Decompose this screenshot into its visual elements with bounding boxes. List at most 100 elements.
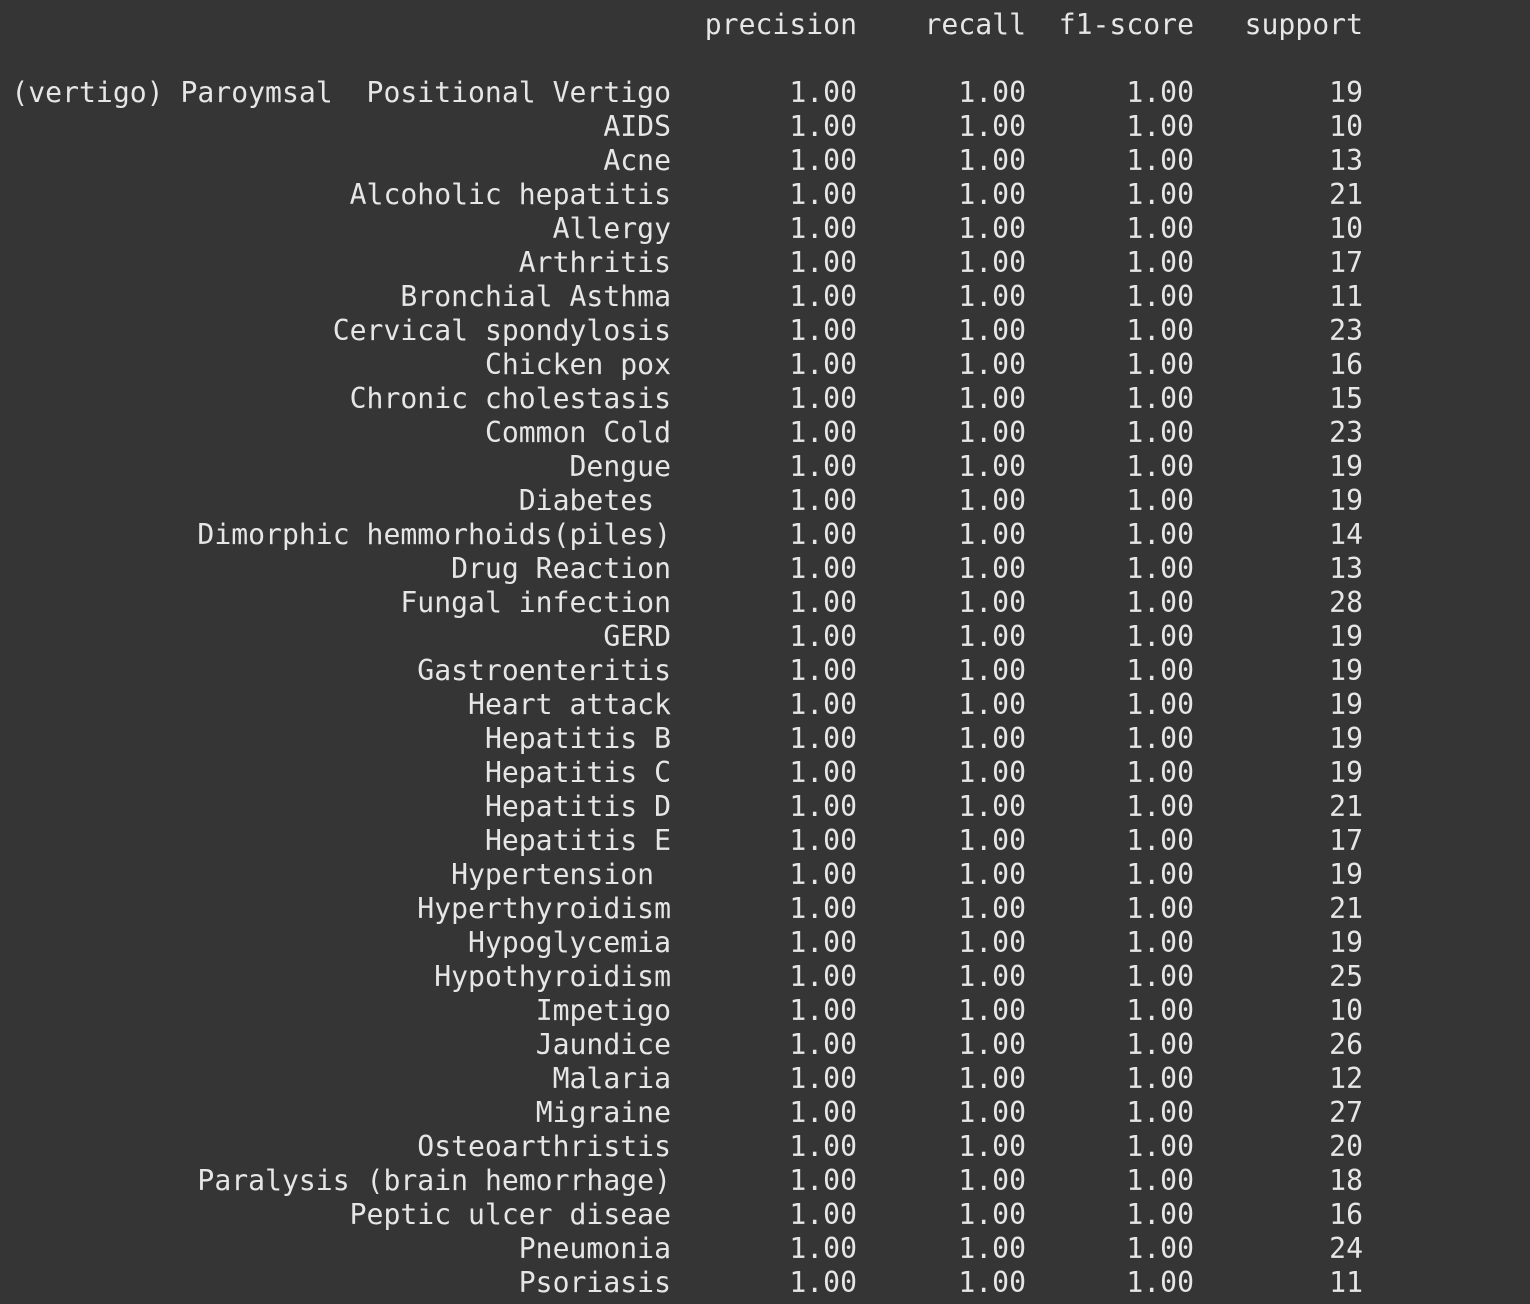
recall-value: 1.00 bbox=[958, 212, 1026, 245]
recall-value: 1.00 bbox=[958, 858, 1026, 891]
f1-score-value: 1.00 bbox=[1126, 178, 1194, 211]
support-value: 19 bbox=[1329, 654, 1363, 687]
recall-value: 1.00 bbox=[958, 722, 1026, 755]
table-row: Paralysis (brain hemorrhage) 1.00 1.00 1.00… bbox=[0, 1164, 1530, 1198]
table-row: Osteoarthristis 1.00 1.00 1.00 20 bbox=[0, 1130, 1530, 1164]
row-label: Migraine bbox=[535, 1096, 671, 1129]
recall-value: 1.00 bbox=[958, 314, 1026, 347]
row-label: Allergy bbox=[552, 212, 671, 245]
recall-value: 1.00 bbox=[958, 552, 1026, 585]
support-value: 19 bbox=[1329, 688, 1363, 721]
f1-score-value: 1.00 bbox=[1126, 722, 1194, 755]
precision-value: 1.00 bbox=[789, 110, 857, 143]
f1-score-value: 1.00 bbox=[1126, 960, 1194, 993]
f1-score-value: 1.00 bbox=[1126, 382, 1194, 415]
f1-score-value: 1.00 bbox=[1126, 1232, 1194, 1265]
table-row: Peptic ulcer diseae 1.00 1.00 1.00 16 bbox=[0, 1198, 1530, 1232]
table-row: Impetigo 1.00 1.00 1.00 10 bbox=[0, 994, 1530, 1028]
row-label: Hypertension bbox=[451, 858, 671, 891]
support-value: 17 bbox=[1329, 246, 1363, 279]
f1-score-value: 1.00 bbox=[1126, 552, 1194, 585]
row-label: Chicken pox bbox=[484, 348, 671, 381]
recall-value: 1.00 bbox=[958, 994, 1026, 1027]
recall-value: 1.00 bbox=[958, 926, 1026, 959]
recall-value: 1.00 bbox=[958, 450, 1026, 483]
recall-value: 1.00 bbox=[958, 348, 1026, 381]
precision-value: 1.00 bbox=[789, 144, 857, 177]
row-label: Paralysis (brain hemorrhage) bbox=[197, 1164, 671, 1197]
f1-score-value: 1.00 bbox=[1126, 416, 1194, 449]
table-row: Migraine 1.00 1.00 1.00 27 bbox=[0, 1096, 1530, 1130]
recall-value: 1.00 bbox=[958, 654, 1026, 687]
row-label: Jaundice bbox=[535, 1028, 671, 1061]
f1-score-value: 1.00 bbox=[1126, 144, 1194, 177]
row-label: Dengue bbox=[569, 450, 671, 483]
row-label: Dimorphic hemmorhoids(piles) bbox=[197, 518, 671, 551]
table-row: Psoriasis 1.00 1.00 1.00 11 bbox=[0, 1266, 1530, 1300]
f1-score-value: 1.00 bbox=[1126, 314, 1194, 347]
f1-score-value: 1.00 bbox=[1126, 790, 1194, 823]
f1-score-value: 1.00 bbox=[1126, 280, 1194, 313]
row-label: Hypothyroidism bbox=[434, 960, 671, 993]
support-value: 23 bbox=[1329, 314, 1363, 347]
table-row: Gastroenteritis 1.00 1.00 1.00 19 bbox=[0, 654, 1530, 688]
f1-score-value: 1.00 bbox=[1126, 1062, 1194, 1095]
row-label: Alcoholic hepatitis bbox=[349, 178, 671, 211]
f1-score-value: 1.00 bbox=[1126, 994, 1194, 1027]
precision-value: 1.00 bbox=[789, 1266, 857, 1299]
f1-score-value: 1.00 bbox=[1126, 212, 1194, 245]
row-label: Diabetes bbox=[518, 484, 671, 517]
table-row: Hepatitis C 1.00 1.00 1.00 19 bbox=[0, 756, 1530, 790]
precision-value: 1.00 bbox=[789, 824, 857, 857]
recall-value: 1.00 bbox=[958, 518, 1026, 551]
support-value: 19 bbox=[1329, 450, 1363, 483]
table-row: Common Cold 1.00 1.00 1.00 23 bbox=[0, 416, 1530, 450]
table-row: Malaria 1.00 1.00 1.00 12 bbox=[0, 1062, 1530, 1096]
recall-value: 1.00 bbox=[958, 790, 1026, 823]
precision-value: 1.00 bbox=[789, 1232, 857, 1265]
support-value: 10 bbox=[1329, 994, 1363, 1027]
support-value: 10 bbox=[1329, 212, 1363, 245]
precision-value: 1.00 bbox=[789, 620, 857, 653]
recall-value: 1.00 bbox=[958, 416, 1026, 449]
precision-value: 1.00 bbox=[789, 280, 857, 313]
table-row: Arthritis 1.00 1.00 1.00 17 bbox=[0, 246, 1530, 280]
precision-value: 1.00 bbox=[789, 790, 857, 823]
support-value: 23 bbox=[1329, 416, 1363, 449]
table-row: Hepatitis E 1.00 1.00 1.00 17 bbox=[0, 824, 1530, 858]
recall-value: 1.00 bbox=[958, 280, 1026, 313]
row-label: Chronic cholestasis bbox=[349, 382, 671, 415]
support-value: 21 bbox=[1329, 178, 1363, 211]
row-label: Common Cold bbox=[484, 416, 671, 449]
support-value: 19 bbox=[1329, 858, 1363, 891]
f1-score-value: 1.00 bbox=[1126, 1266, 1194, 1299]
table-row: Fungal infection 1.00 1.00 1.00 28 bbox=[0, 586, 1530, 620]
recall-value: 1.00 bbox=[958, 892, 1026, 925]
row-label: Hyperthyroidism bbox=[417, 892, 671, 925]
support-value: 13 bbox=[1329, 144, 1363, 177]
table-row: Dengue 1.00 1.00 1.00 19 bbox=[0, 450, 1530, 484]
row-label: Hepatitis C bbox=[484, 756, 671, 789]
recall-value: 1.00 bbox=[958, 1198, 1026, 1231]
recall-value: 1.00 bbox=[958, 620, 1026, 653]
f1-score-value: 1.00 bbox=[1126, 892, 1194, 925]
support-value: 21 bbox=[1329, 892, 1363, 925]
precision-value: 1.00 bbox=[789, 960, 857, 993]
precision-value: 1.00 bbox=[789, 314, 857, 347]
support-value: 21 bbox=[1329, 790, 1363, 823]
support-value: 13 bbox=[1329, 552, 1363, 585]
precision-value: 1.00 bbox=[789, 178, 857, 211]
f1-score-value: 1.00 bbox=[1126, 1130, 1194, 1163]
f1-score-value: 1.00 bbox=[1126, 450, 1194, 483]
row-label: Hepatitis B bbox=[484, 722, 671, 755]
column-header-recall: recall bbox=[924, 8, 1026, 41]
recall-value: 1.00 bbox=[958, 1028, 1026, 1061]
precision-value: 1.00 bbox=[789, 552, 857, 585]
support-value: 19 bbox=[1329, 722, 1363, 755]
precision-value: 1.00 bbox=[789, 212, 857, 245]
table-row: Pneumonia 1.00 1.00 1.00 24 bbox=[0, 1232, 1530, 1266]
precision-value: 1.00 bbox=[789, 688, 857, 721]
support-value: 14 bbox=[1329, 518, 1363, 551]
support-value: 19 bbox=[1329, 76, 1363, 109]
